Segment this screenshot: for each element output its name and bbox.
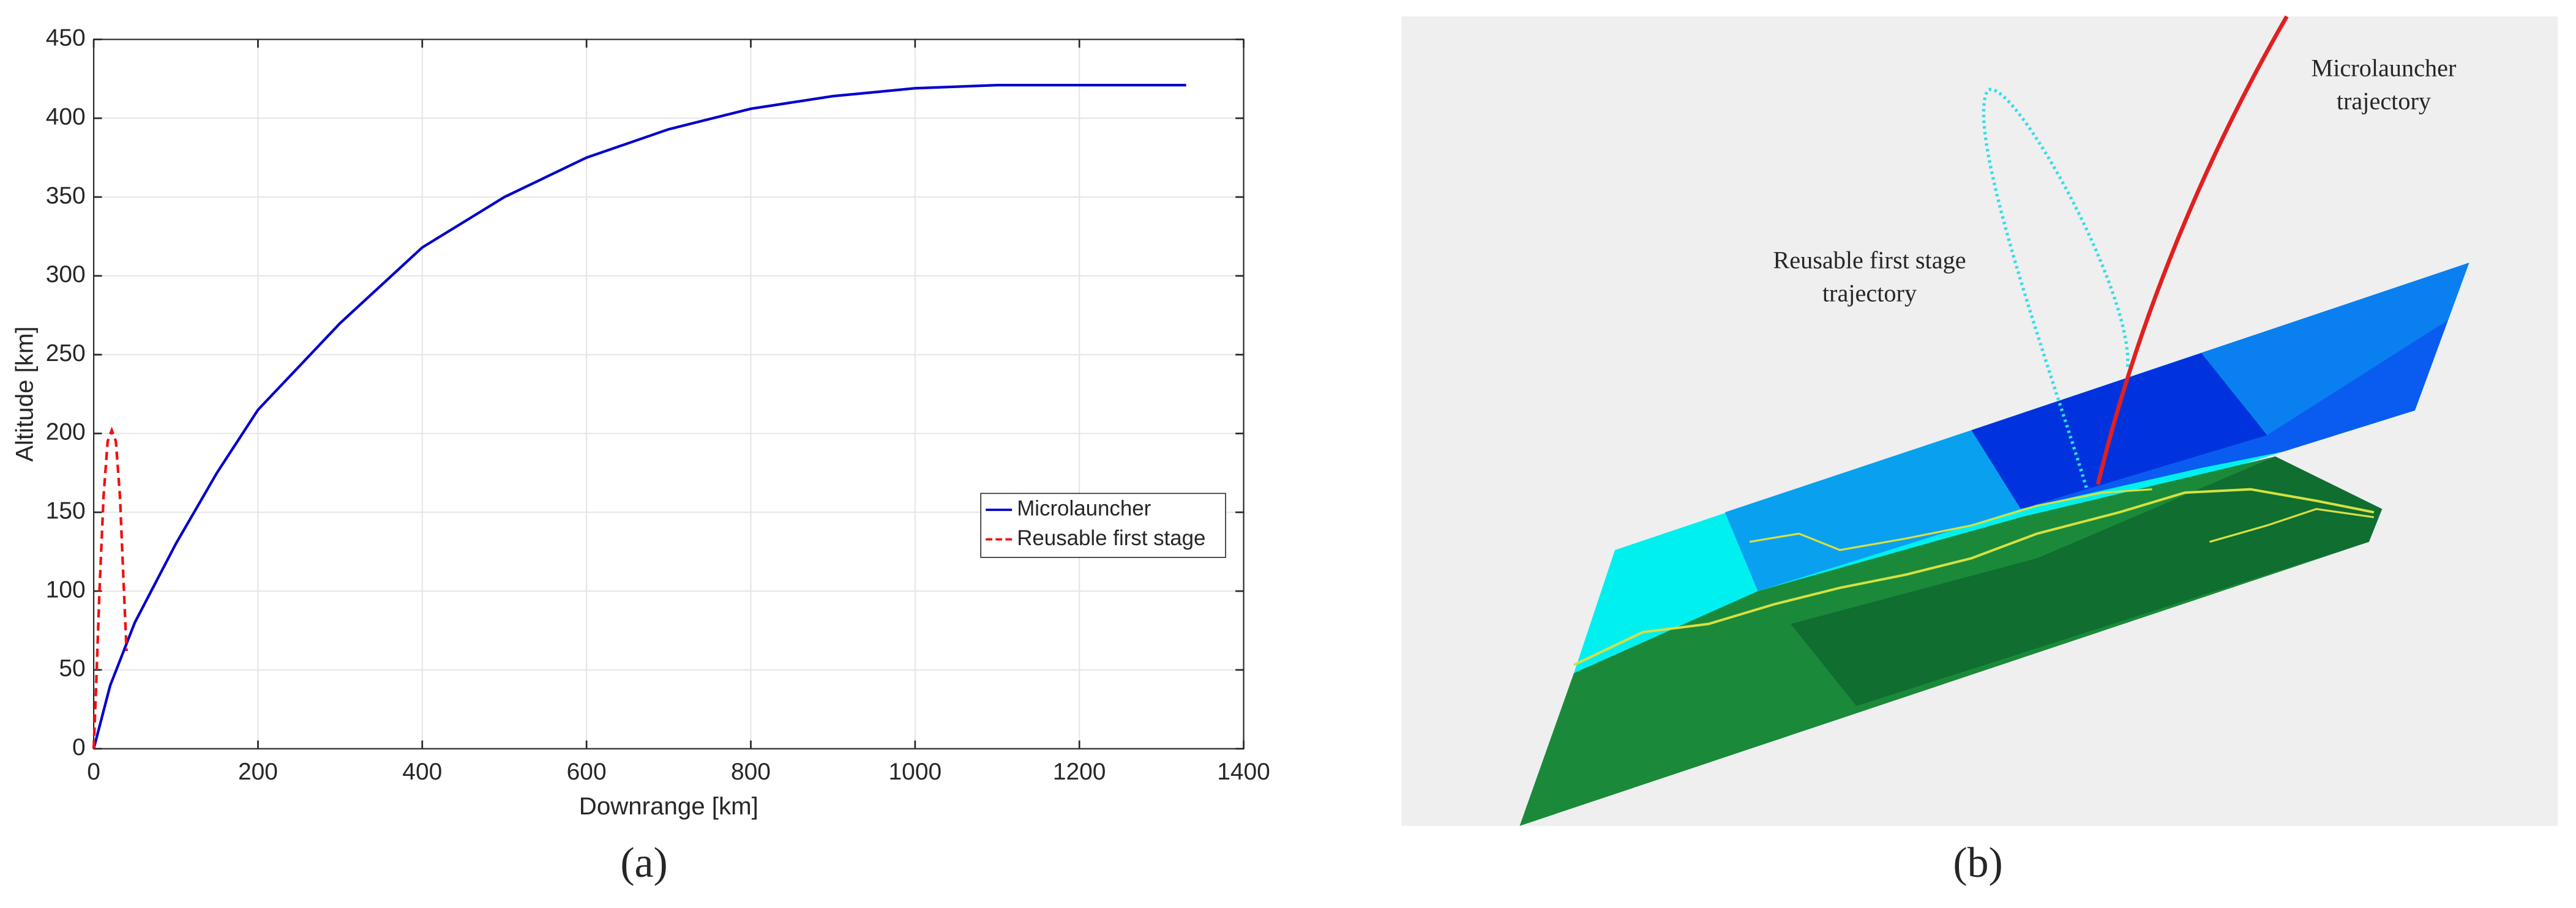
- y-tick-label: 300: [46, 261, 86, 288]
- panel-label: (b): [1953, 839, 2002, 887]
- x-tick-label: 400: [402, 759, 442, 785]
- y-tick-label: 400: [46, 103, 86, 130]
- annotation: trajectory: [1822, 279, 1917, 307]
- legend-label: Reusable first stage: [1017, 526, 1205, 550]
- x-tick-label: 1000: [889, 759, 942, 785]
- x-tick-label: 0: [87, 759, 100, 785]
- microlauncher-trajectory: [2095, 15, 2289, 485]
- panel-label: (a): [620, 839, 667, 887]
- coastline: [1749, 488, 2152, 551]
- x-tick-label: 1400: [1217, 759, 1270, 785]
- y-tick-label: 200: [46, 419, 86, 445]
- terrain-deep: [1971, 352, 2267, 509]
- terrain-render: Microlauncher trajectory Reusable first …: [1401, 15, 2558, 826]
- terrain-land-dark: [1791, 456, 2383, 706]
- x-tick-label: 600: [567, 759, 607, 785]
- y-tick-label: 150: [46, 498, 86, 524]
- series-line: [92, 426, 128, 749]
- y-axis-label: Altitude [km]: [11, 326, 39, 461]
- x-tick-label: 800: [731, 759, 771, 785]
- plot-frame: [92, 39, 1245, 750]
- y-tick-label: 0: [72, 734, 86, 761]
- x-axis-label: Downrange [km]: [579, 792, 758, 820]
- annotation: Reusable first stage: [1773, 247, 1966, 274]
- reusable-trajectory: [1982, 87, 2130, 488]
- y-tick-label: 250: [46, 340, 86, 367]
- legend-label: Microlauncher: [1017, 496, 1151, 520]
- y-tick-label: 50: [59, 655, 85, 682]
- y-tick-label: 350: [46, 182, 86, 209]
- x-tick-label: 200: [238, 759, 278, 785]
- coastline: [2209, 508, 2375, 543]
- chart-a: 0 200 400 600 800 1000 1200 1400 0 50 100 150 200 250…: [11, 25, 1270, 820]
- x-tick-label: 1200: [1053, 759, 1106, 785]
- annotation: trajectory: [2337, 87, 2431, 114]
- legend-box: [980, 493, 1226, 558]
- coastline: [1573, 488, 2375, 666]
- y-tick-label: 100: [46, 576, 86, 603]
- terrain-shelf: [1724, 430, 2021, 592]
- annotation: Microlauncher: [2311, 54, 2457, 82]
- series-line: [92, 83, 1186, 750]
- y-tick-label: 450: [46, 25, 86, 51]
- terrain-shelf: [2201, 262, 2469, 436]
